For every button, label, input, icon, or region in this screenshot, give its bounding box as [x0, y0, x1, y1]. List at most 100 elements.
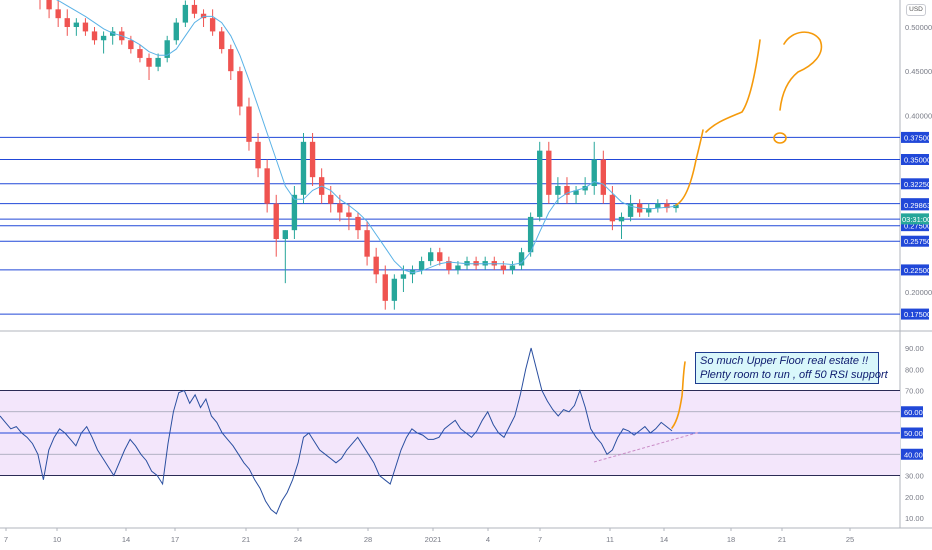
- candle-body: [282, 230, 289, 239]
- question-mark-hook: [779, 31, 823, 111]
- candle-body: [191, 4, 198, 14]
- rsi-tick-tag: 40.00: [904, 450, 923, 459]
- candle-body: [600, 159, 607, 195]
- candle-body: [64, 18, 70, 27]
- time-axis-label: 7: [4, 535, 8, 544]
- level-price-tag-bg: [901, 308, 929, 320]
- candle-body: [228, 49, 234, 72]
- candle-body: [146, 57, 152, 67]
- candle-body: [618, 216, 625, 222]
- time-axis-label: 14: [660, 535, 668, 544]
- candle-body: [309, 141, 316, 178]
- candle-body: [391, 278, 398, 301]
- annotation-line-2: Plenty room to run , off 50 RSI support: [700, 369, 888, 381]
- rsi-tick-label: 20.00: [905, 493, 924, 502]
- rsi-tick-tag-bg: [901, 406, 923, 418]
- rsi-tick-label: 80.00: [905, 365, 924, 374]
- rsi-tick-tag: 60.00: [904, 408, 923, 417]
- candle-body: [73, 22, 80, 27]
- rsi-tick-tag-bg: [901, 448, 923, 460]
- level-price-tag: 0.35000: [904, 156, 931, 165]
- candle-body: [328, 194, 334, 204]
- time-axis-label: 11: [606, 535, 614, 544]
- time-axis-label: 21: [778, 535, 786, 544]
- time-axis-label: 4: [486, 535, 490, 544]
- time-axis-label: 10: [53, 535, 61, 544]
- price-tick-label: 0.20000: [905, 288, 932, 297]
- candle-body: [555, 186, 561, 195]
- projection-stroke-price: [675, 129, 704, 206]
- candle-body: [437, 252, 443, 262]
- level-price-tag-bg: [901, 264, 929, 276]
- candle-body: [527, 216, 534, 253]
- candle-body: [518, 252, 525, 266]
- rsi-support-trendline: [593, 431, 701, 463]
- countdown-tag: 03:31:00: [902, 215, 931, 224]
- candle-body: [346, 212, 352, 217]
- candle-body: [564, 186, 570, 195]
- rsi-tick-tag-bg: [901, 427, 923, 439]
- candle-body: [173, 22, 179, 41]
- time-axis-label: 24: [294, 535, 302, 544]
- candle-body: [155, 57, 161, 67]
- candle-body: [500, 265, 507, 270]
- rsi-tick-label: 70.00: [905, 387, 924, 396]
- currency-button[interactable]: USD: [906, 4, 926, 16]
- rsi-tick-label: 10.00: [905, 514, 924, 523]
- candle-body: [219, 31, 225, 50]
- annotation-callout: So much Upper Floor real estate !! Plent…: [695, 352, 888, 384]
- candle-body: [255, 141, 261, 169]
- moving-average-layer: [56, 0, 677, 274]
- candle-body: [573, 190, 579, 195]
- candle-body: [537, 150, 543, 217]
- candle-body: [591, 159, 597, 186]
- candle-body: [273, 203, 279, 239]
- time-axis-layer: 7 10 14 17 21 24 28 2021 4 7 11 14 18 21 25: [4, 528, 854, 544]
- price-tick-label: 0.50000: [905, 23, 932, 32]
- rsi-tick-label: 30.00: [905, 472, 924, 481]
- candle-body: [55, 9, 61, 19]
- candle-body: [355, 216, 361, 231]
- rsi-tick-label: 90.00: [905, 344, 924, 353]
- candle-body: [427, 252, 434, 262]
- level-price-tag: 0.37500: [904, 133, 931, 142]
- candle-body: [418, 261, 425, 270]
- candle-body: [137, 49, 143, 58]
- candle-body: [128, 40, 134, 50]
- price-axis-layer: 0.50000 0.45000 0.40000 0.20000 0.37500 0.350…: [901, 23, 932, 523]
- candle-body: [382, 274, 388, 301]
- candle-body: [455, 265, 461, 270]
- time-axis-label: 7: [538, 535, 542, 544]
- candle-body: [291, 194, 298, 231]
- projection-stroke-rsi: [671, 361, 686, 429]
- candle-body: [237, 71, 243, 107]
- candle-body: [400, 274, 407, 279]
- rsi-band-layer: [0, 390, 900, 476]
- annotation-line-1: So much Upper Floor real estate !!: [700, 355, 869, 367]
- time-axis-label: 14: [122, 535, 130, 544]
- candle-body: [209, 18, 216, 32]
- candle-body: [627, 203, 634, 217]
- candle-body: [373, 256, 379, 275]
- candle-body: [337, 203, 343, 213]
- candle-body: [655, 203, 661, 209]
- candle-body: [546, 150, 552, 195]
- time-axis-label: 2021: [425, 535, 442, 544]
- candle-body: [182, 4, 189, 23]
- candle-body: [46, 0, 52, 10]
- time-axis-label: 17: [171, 535, 179, 544]
- candle-body: [246, 106, 252, 142]
- annotation-drawings: [593, 31, 823, 463]
- candle-body: [509, 265, 516, 270]
- candle-body: [364, 230, 370, 257]
- time-axis-label: 18: [727, 535, 735, 544]
- level-price-tag-bg: [901, 220, 929, 232]
- countdown-tag-bg: [901, 213, 929, 225]
- time-axis-label: 28: [364, 535, 372, 544]
- price-tick-label: 0.40000: [905, 111, 932, 120]
- candle-body: [300, 141, 307, 195]
- time-axis-label: 25: [846, 535, 854, 544]
- level-price-tag: 0.22500: [904, 266, 931, 275]
- candle-body: [646, 208, 652, 213]
